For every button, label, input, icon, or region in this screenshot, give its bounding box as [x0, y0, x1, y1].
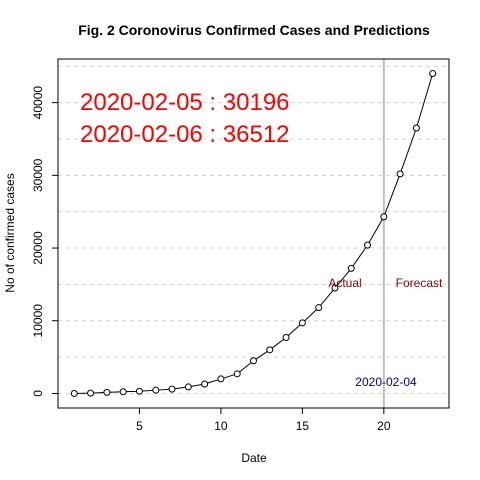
data-point: [315, 304, 323, 312]
y-tick-label: 20000: [31, 231, 45, 265]
x-axis-label: Date: [241, 451, 267, 465]
data-point: [184, 383, 192, 391]
data-point: [331, 284, 339, 292]
x-tick-label: 15: [296, 419, 310, 433]
annotation-line-2: 2020-02-06 : 36512: [80, 121, 290, 148]
data-point: [298, 319, 306, 327]
data-point: [87, 389, 95, 397]
vline-date-label: 2020-02-04: [355, 375, 417, 389]
x-tick-label: 5: [136, 419, 143, 433]
y-tick-label: 40000: [31, 86, 45, 120]
data-point: [380, 213, 388, 221]
data-point: [364, 241, 372, 249]
data-point: [429, 70, 437, 78]
data-point: [217, 375, 225, 383]
data-point: [70, 389, 78, 397]
data-point: [250, 357, 257, 365]
data-point: [282, 333, 290, 341]
data-point: [347, 264, 355, 272]
x-tick-label: 20: [377, 419, 391, 433]
data-point: [396, 170, 404, 178]
y-axis-label: No of confirmed cases: [3, 173, 17, 292]
data-point: [412, 124, 420, 132]
grid: [58, 65, 449, 394]
forecast-label: Forecast: [396, 276, 443, 290]
data-point: [135, 387, 143, 395]
annotation-line-1: 2020-02-05 : 30196: [80, 89, 290, 116]
data-point: [152, 386, 160, 394]
data-point: [266, 346, 274, 354]
plot-frame: [57, 58, 450, 409]
data-point: [168, 385, 176, 393]
chart-title: Fig. 2 Coronovirus Confirmed Cases and P…: [78, 22, 430, 38]
y-tick-label: 30000: [31, 158, 45, 192]
y-tick-label: 0: [31, 390, 45, 397]
y-tick-label: 10000: [31, 304, 45, 338]
actual-label: Actual: [328, 276, 361, 290]
data-point: [233, 370, 241, 378]
y-axis: 0 10000 20000 30000 40000: [31, 86, 58, 397]
x-axis: 5 10 15 20: [136, 408, 391, 433]
data-point: [201, 380, 209, 388]
x-tick-label: 10: [214, 419, 228, 433]
data-points: [70, 70, 437, 397]
data-point: [119, 388, 127, 396]
data-point: [103, 388, 111, 396]
